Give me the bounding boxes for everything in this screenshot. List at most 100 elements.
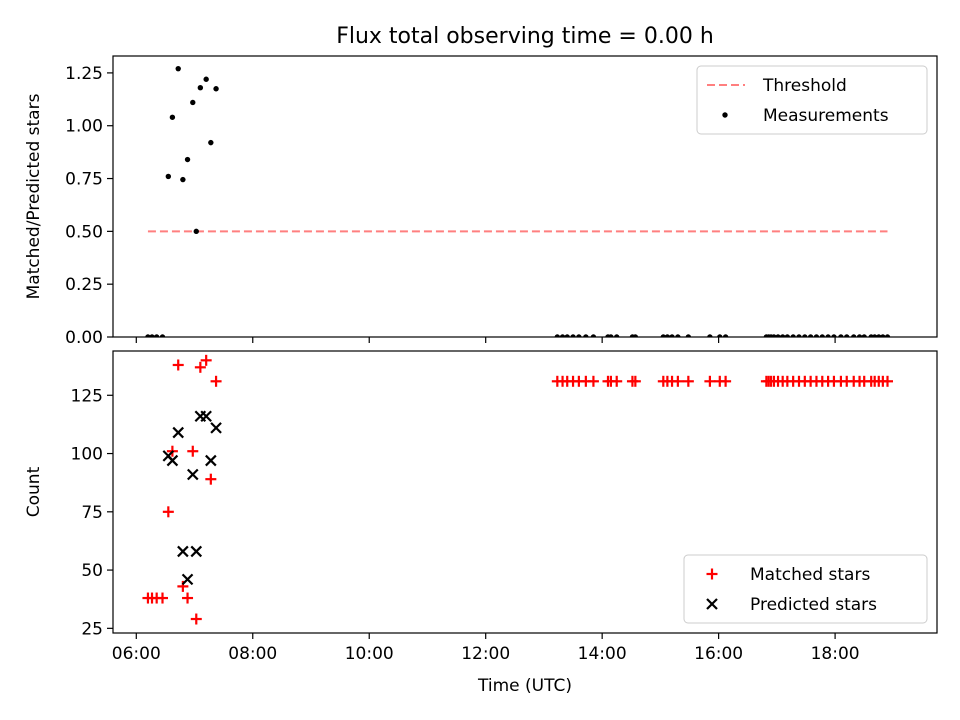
data-point: [861, 334, 867, 337]
plot-area: [142, 354, 894, 625]
data-point: [162, 506, 174, 518]
data-point: [172, 426, 184, 439]
data-point: [720, 375, 732, 387]
data-point: [825, 334, 831, 337]
data-point: [156, 592, 168, 604]
data-point: [669, 334, 675, 337]
data-point: [813, 334, 820, 337]
data-point: [166, 454, 179, 467]
data-point: [722, 334, 729, 337]
data-point: [775, 334, 781, 337]
legend: Matched stars Predicted stars: [683, 554, 928, 624]
data-point: [172, 359, 184, 371]
data-point: [856, 334, 863, 337]
data-point: [190, 613, 202, 625]
data-point: [675, 334, 681, 337]
legend-label: Predicted stars: [750, 595, 877, 615]
data-point: [796, 334, 802, 337]
data-point: [200, 410, 212, 423]
data-point: [884, 334, 891, 337]
data-point: [707, 334, 713, 337]
data-point: [210, 422, 222, 434]
data-point: [197, 84, 204, 91]
legend-frame: [683, 554, 928, 624]
data-point: [771, 334, 777, 337]
x-tick-label: 16:00: [694, 644, 743, 664]
y-tick-label: 1.25: [65, 64, 103, 84]
y-tick-label: 25: [81, 619, 103, 639]
data-point: [876, 334, 882, 337]
data-point: [672, 375, 684, 387]
count-panel: 06:00 08:00 10:00 12:00 14:00 16:00 18:00 25 50 7…: [24, 350, 938, 696]
data-point: [819, 334, 825, 337]
data-point: [193, 228, 199, 235]
data-point: [200, 354, 212, 366]
data-point: [570, 334, 576, 337]
legend-label: Threshold: [762, 76, 847, 96]
data-point: [590, 334, 597, 337]
y-tick-label: 0.75: [65, 170, 103, 190]
legend-marker: [706, 568, 718, 580]
data-point: [190, 99, 196, 106]
legend-marker: [706, 598, 718, 610]
x-tick-label: 08:00: [228, 644, 277, 664]
data-point: [187, 445, 199, 457]
data-point: [611, 375, 623, 387]
data-point: [632, 334, 639, 337]
y-tick-label: 1.00: [65, 117, 103, 137]
data-point: [614, 334, 620, 337]
data-point: [802, 334, 808, 337]
data-point: [576, 334, 582, 337]
legend: Threshold Measurements: [696, 65, 928, 135]
data-point: [838, 334, 844, 337]
data-point: [205, 454, 217, 467]
plot-area: [145, 65, 891, 337]
y-tick-label: 100: [71, 445, 103, 465]
data-point: [194, 361, 206, 373]
y-tick-label: 0.25: [65, 275, 103, 295]
x-tick-label: 06:00: [112, 644, 161, 664]
y-tick-label: 0.50: [65, 222, 103, 242]
data-point: [664, 334, 671, 337]
data-point: [608, 334, 614, 337]
data-point: [205, 473, 217, 485]
data-point: [564, 334, 570, 337]
y-tick-label: 0.00: [65, 328, 103, 348]
data-point: [145, 334, 151, 337]
data-point: [685, 334, 692, 337]
legend-frame: [696, 65, 928, 135]
data-point: [169, 114, 176, 120]
data-point: [682, 375, 694, 387]
data-point: [831, 334, 837, 337]
x-tick-label: 14:00: [578, 644, 627, 664]
data-point: [704, 375, 716, 387]
data-point: [790, 334, 796, 337]
x-tick-label: 18:00: [811, 644, 860, 664]
data-point: [159, 334, 166, 337]
data-point: [559, 334, 566, 337]
data-point: [844, 334, 850, 337]
x-tick-label: 10:00: [345, 644, 394, 664]
data-point: [583, 334, 589, 337]
data-point: [851, 334, 857, 337]
data-point: [181, 573, 194, 586]
data-point: [784, 334, 791, 337]
data-point: [629, 375, 641, 387]
ratio-panel: 0.00 0.25 0.50 0.75 1.00 1.25 Matched/Predicte…: [24, 55, 938, 348]
x-axis-label: Time (UTC): [477, 676, 572, 696]
data-point: [213, 86, 219, 92]
y-axis-label: Matched/Predicted stars: [24, 93, 44, 299]
data-point: [190, 545, 203, 558]
legend-label: Measurements: [763, 106, 889, 126]
y-axis-label: Count: [24, 466, 44, 517]
axes-frame: [112, 55, 938, 338]
data-point: [165, 173, 172, 180]
legend-marker: [722, 112, 728, 118]
data-point: [554, 334, 561, 337]
data-point: [180, 176, 186, 183]
y-tick-label: 50: [81, 561, 103, 581]
axes-frame: [112, 350, 938, 634]
data-point: [184, 156, 191, 163]
data-point: [779, 334, 786, 337]
